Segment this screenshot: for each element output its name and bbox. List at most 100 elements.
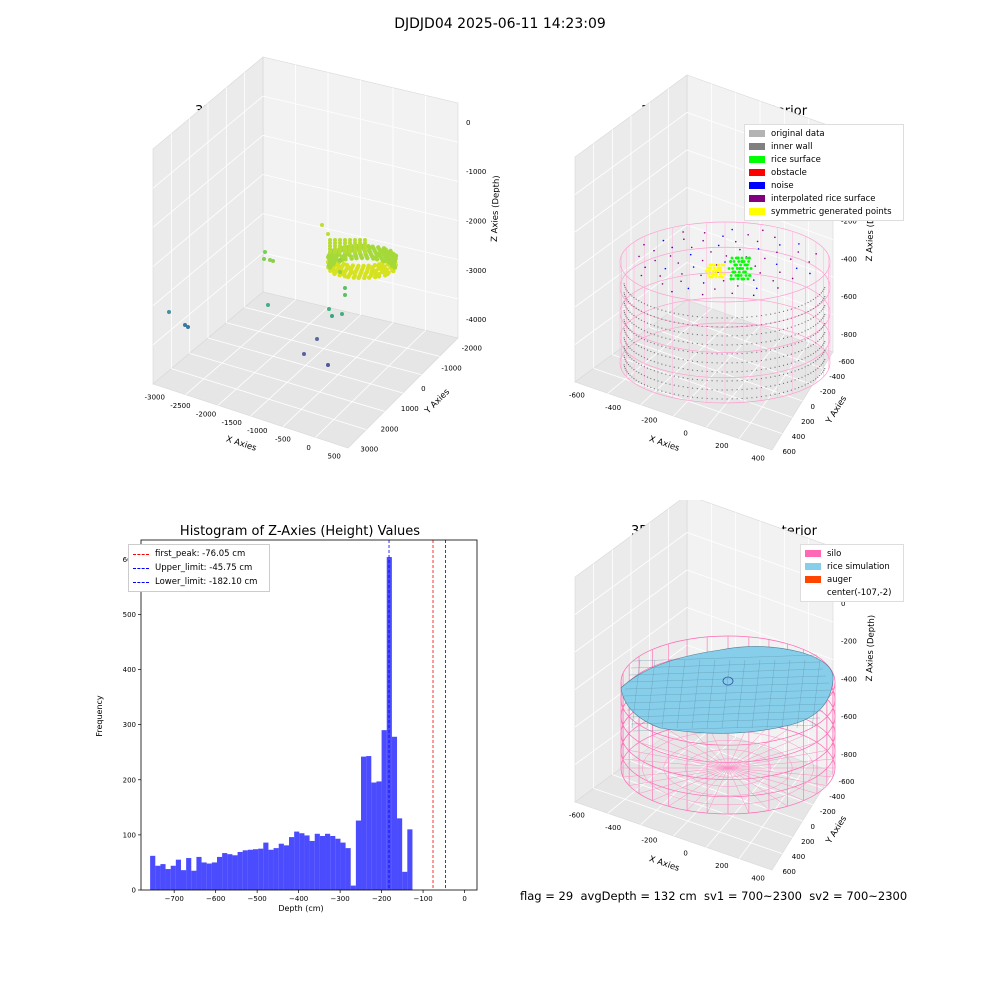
histogram-bar: [402, 871, 408, 890]
wall-point: [822, 335, 824, 337]
wall-point: [635, 325, 637, 327]
wall-point: [625, 306, 627, 308]
data-point: [353, 241, 357, 245]
wall-point: [638, 363, 640, 365]
z-tick-label: -800: [841, 751, 857, 759]
surface-point: [779, 244, 781, 246]
data-point: [327, 258, 333, 263]
wall-point: [640, 364, 643, 366]
surface-point: [747, 233, 749, 236]
histogram-bar: [278, 843, 284, 890]
surface-mesh: [628, 710, 824, 718]
histogram-bar: [232, 855, 238, 890]
wall-point: [726, 326, 728, 328]
wall-point: [673, 366, 675, 368]
wall-point: [798, 306, 800, 308]
x-tick-label: -2500: [170, 402, 190, 410]
x-tick-label: −200: [372, 895, 391, 903]
rice-point: [727, 267, 731, 270]
wall-point: [701, 379, 703, 381]
wall-point: [790, 353, 792, 355]
panel2-silo-wireframe: [619, 221, 831, 404]
legend-item: silo: [805, 547, 899, 560]
wall-point: [687, 386, 689, 389]
histogram-bar: [160, 864, 166, 890]
wall-point: [804, 357, 806, 359]
surface-mesh: [706, 659, 716, 729]
data-point: [333, 257, 339, 262]
wall-point: [765, 368, 767, 370]
wall-point: [678, 322, 680, 324]
surface-point: [714, 288, 716, 290]
wall-point: [765, 395, 767, 397]
x-tick-label: 0: [462, 895, 466, 903]
data-point: [328, 250, 332, 254]
wall-point: [736, 362, 738, 364]
wall-point: [673, 393, 675, 395]
wall-point: [624, 322, 626, 324]
wall-point: [823, 306, 825, 308]
y-tick-label: 400: [792, 853, 805, 861]
symmetric-point: [704, 269, 708, 273]
grid-line: [668, 313, 823, 369]
wall-point: [623, 284, 626, 287]
wall-point: [646, 385, 649, 387]
wall-point: [751, 370, 753, 372]
wall-point: [756, 351, 758, 353]
wall-point: [665, 337, 667, 339]
wall-point: [760, 386, 763, 389]
wall-point: [657, 308, 659, 310]
x-tick-label: -200: [641, 837, 657, 845]
silo-spoke: [623, 758, 729, 769]
wall-point: [691, 324, 694, 326]
wall-point: [673, 384, 675, 386]
wall-point: [810, 363, 812, 365]
x-tick-label: -400: [605, 824, 621, 832]
data-point: [358, 241, 362, 245]
wall-point: [650, 323, 652, 326]
wall-point: [824, 350, 826, 352]
wall-point: [701, 352, 703, 354]
silo-spoke: [652, 767, 729, 801]
surface-mesh: [624, 696, 830, 704]
wall-point: [626, 317, 628, 319]
y-tick-label: 0: [811, 403, 815, 411]
wall-point: [706, 352, 708, 355]
legend-swatch: [749, 143, 765, 150]
histogram-bar: [263, 842, 269, 890]
wall-point: [778, 356, 780, 358]
wall-point: [751, 361, 753, 363]
wall-point: [741, 379, 743, 382]
data-point: [328, 244, 332, 248]
wall-point: [751, 343, 753, 345]
wall-point: [786, 363, 789, 365]
wall-point: [627, 291, 630, 294]
wall-point: [661, 390, 663, 392]
rice-point: [745, 267, 749, 270]
wall-point: [778, 374, 780, 376]
data-point: [327, 307, 331, 311]
wall-point: [798, 378, 800, 380]
y-tick-label: 400: [792, 433, 805, 441]
histogram-bar: [165, 869, 171, 890]
wall-point: [798, 387, 800, 389]
wall-point: [807, 337, 809, 340]
wall-point: [726, 344, 728, 346]
wall-point: [653, 325, 655, 327]
wall-point: [691, 360, 694, 362]
wall-point: [804, 312, 806, 314]
wall-point: [807, 355, 809, 358]
wall-point: [631, 322, 633, 324]
silo-spoke: [638, 767, 729, 794]
wall-point: [665, 391, 667, 393]
surface-point: [662, 239, 665, 242]
wall-point: [625, 351, 627, 353]
symmetric-point: [712, 266, 716, 270]
wall-point: [804, 348, 806, 350]
wall-point: [631, 313, 633, 315]
wall-point: [774, 330, 776, 332]
wall-point: [631, 376, 633, 378]
wall-point: [746, 397, 748, 399]
wall-point: [631, 367, 633, 369]
grid-line: [244, 306, 440, 357]
